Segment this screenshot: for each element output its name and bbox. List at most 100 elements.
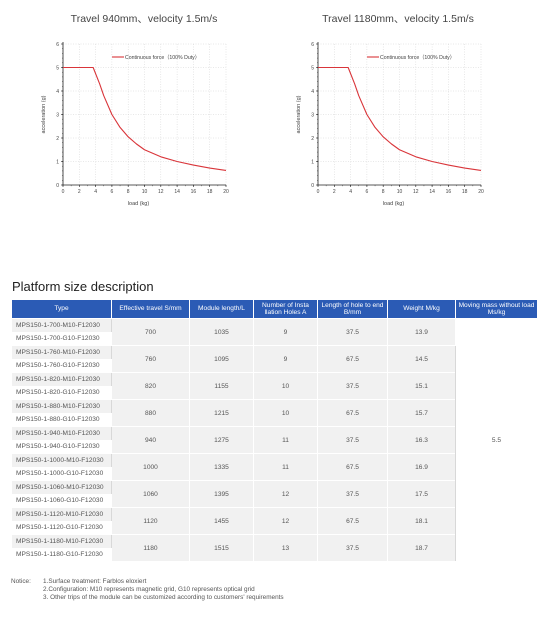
chart-title: Travel 1180mm、velocity 1.5m/s — [322, 13, 474, 25]
cell-weight: 17.5 — [387, 480, 456, 508]
y-tick-label: 1 — [311, 159, 314, 165]
x-tick-label: 12 — [158, 189, 164, 195]
y-tick-label: 4 — [311, 89, 314, 95]
cell-type: MPS150-1-820-M10-F12030 — [11, 372, 112, 387]
table-row: MPS150-1-880-M10-F12030 880 1215 10 67.5 15.7 — [11, 399, 538, 427]
cell-holes: 11 — [253, 453, 318, 481]
x-tick-label: 20 — [223, 189, 229, 195]
y-tick-label: 1 — [56, 159, 59, 165]
cell-type: MPS150-1-1060-M10-F12030 — [11, 480, 112, 495]
cell-weight: 16.3 — [387, 426, 456, 454]
header-hole-end: Length of hole to end B/mm — [317, 299, 388, 319]
cell-holes: 9 — [253, 318, 318, 346]
cell-hole-end: 37.5 — [317, 480, 388, 508]
x-tick-label: 8 — [382, 189, 385, 195]
legend-label: Continuous force（100% Duty） — [125, 54, 200, 61]
y-tick-label: 4 — [56, 89, 59, 95]
notice-label: Notice: — [11, 578, 31, 585]
header-holes: Number of Insta llation Holes A — [253, 299, 318, 319]
table-row: MPS150-1-1180-M10-F12030 1180 1515 13 37.5 18… — [11, 534, 538, 562]
x-tick-label: 12 — [413, 189, 419, 195]
cell-weight: 15.1 — [387, 372, 456, 400]
cell-type: MPS150-1-1180-G10-F12030 — [11, 547, 112, 562]
cell-holes: 13 — [253, 534, 318, 562]
header-type: Type — [11, 299, 112, 319]
cell-holes: 9 — [253, 345, 318, 373]
y-tick-label: 0 — [56, 183, 59, 189]
section-title: Platform size description — [12, 279, 154, 294]
x-tick-label: 4 — [349, 189, 352, 195]
x-tick-label: 4 — [94, 189, 97, 195]
cell-length: 1035 — [189, 318, 254, 346]
notice-item: 3. Other trips of the module can be cust… — [43, 594, 284, 601]
cell-length: 1515 — [189, 534, 254, 562]
cell-travel: 1060 — [111, 480, 190, 508]
cell-weight: 15.7 — [387, 399, 456, 427]
legend-label: Continuous force（100% Duty） — [380, 54, 455, 61]
x-tick-label: 18 — [207, 189, 213, 195]
x-tick-label: 8 — [127, 189, 130, 195]
x-tick-label: 0 — [62, 189, 65, 195]
cell-holes: 12 — [253, 480, 318, 508]
y-tick-label: 2 — [311, 136, 314, 142]
cell-hole-end: 67.5 — [317, 399, 388, 427]
cell-type: MPS150-1-880-G10-F12030 — [11, 412, 112, 427]
cell-weight: 14.5 — [387, 345, 456, 373]
cell-weight: 16.9 — [387, 453, 456, 481]
header-moving-mass: Moving mass without load Ms/kg — [455, 299, 538, 319]
y-tick-label: 2 — [56, 136, 59, 142]
cell-holes: 10 — [253, 372, 318, 400]
cell-hole-end: 37.5 — [317, 318, 388, 346]
y-tick-label: 3 — [311, 112, 314, 118]
cell-travel: 760 — [111, 345, 190, 373]
series-line — [318, 66, 482, 171]
cell-hole-end: 67.5 — [317, 453, 388, 481]
cell-type: MPS150-1-760-G10-F12030 — [11, 358, 112, 373]
x-tick-label: 0 — [317, 189, 320, 195]
table-row: MPS150-1-1120-M10-F12030 1120 1455 12 67.5 18… — [11, 507, 538, 535]
x-tick-label: 6 — [366, 189, 369, 195]
cell-length: 1095 — [189, 345, 254, 373]
table-header-row: Type Effective travel S/mm Module length… — [11, 299, 538, 319]
platform-size-table: Type Effective travel S/mm Module length… — [11, 299, 538, 562]
notice-item: 2.Configuration: M10 represents magnetic… — [43, 586, 255, 593]
cell-holes: 11 — [253, 426, 318, 454]
x-tick-label: 6 — [111, 189, 114, 195]
cell-travel: 1180 — [111, 534, 190, 562]
cell-moving-mass: 5.5 — [455, 318, 538, 562]
x-tick-label: 10 — [397, 189, 403, 195]
cell-type: MPS150-1-700-M10-F12030 — [11, 318, 112, 333]
cell-travel: 820 — [111, 372, 190, 400]
cell-travel: 1000 — [111, 453, 190, 481]
table-row: MPS150-1-1180-G10-F12030 — [11, 547, 538, 562]
x-axis-label: load (kg) — [383, 201, 405, 207]
cell-type: MPS150-1-880-M10-F12030 — [11, 399, 112, 414]
y-tick-label: 0 — [311, 183, 314, 189]
table-row: MPS150-1-940-G10-F12030 — [11, 439, 538, 454]
cell-length: 1215 — [189, 399, 254, 427]
y-axis-label: acceleration (g) — [296, 95, 302, 133]
y-axis-label: acceleration (g) — [41, 95, 47, 133]
cell-length: 1455 — [189, 507, 254, 535]
x-tick-label: 14 — [174, 189, 180, 195]
x-tick-label: 20 — [478, 189, 484, 195]
cell-type: MPS150-1-940-M10-F12030 — [11, 426, 112, 441]
cell-holes: 10 — [253, 399, 318, 427]
cell-weight: 18.1 — [387, 507, 456, 535]
header-weight: Weight M/kg — [387, 299, 456, 319]
cell-hole-end: 67.5 — [317, 507, 388, 535]
table-row: MPS150-1-760-G10-F12030 — [11, 358, 538, 373]
table-row: MPS150-1-880-G10-F12030 — [11, 412, 538, 427]
cell-type: MPS150-1-1180-M10-F12030 — [11, 534, 112, 549]
cell-length: 1155 — [189, 372, 254, 400]
cell-hole-end: 67.5 — [317, 345, 388, 373]
header-travel: Effective travel S/mm — [111, 299, 190, 319]
y-tick-label: 6 — [311, 42, 314, 48]
cell-weight: 13.9 — [387, 318, 456, 346]
y-tick-label: 6 — [56, 42, 59, 48]
x-tick-label: 16 — [446, 189, 452, 195]
cell-length: 1335 — [189, 453, 254, 481]
cell-type: MPS150-1-700-G10-F12030 — [11, 331, 112, 346]
y-tick-label: 5 — [56, 65, 59, 71]
